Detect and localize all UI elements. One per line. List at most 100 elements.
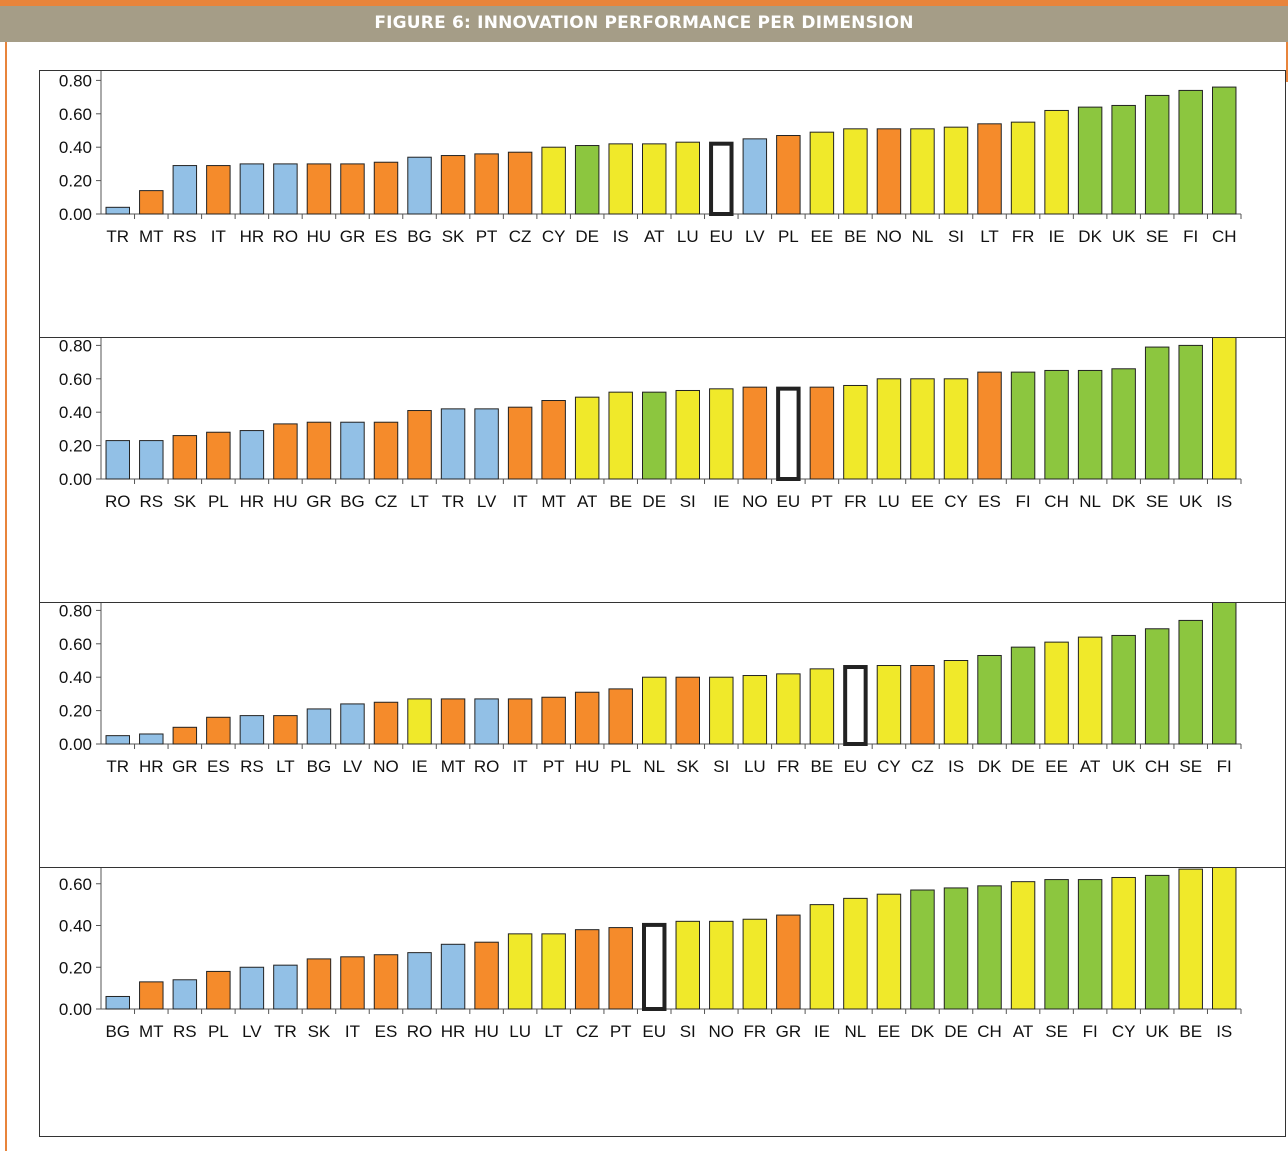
bar-fr	[1010, 121, 1036, 215]
bar-it	[507, 406, 533, 480]
bar-ch	[1144, 628, 1170, 745]
x-tick-label: SI	[680, 492, 696, 511]
chart-firm-investments: Firm investments0.000.200.400.600.801.00…	[39, 602, 1286, 868]
x-tick-label: IT	[345, 1022, 360, 1041]
bar-si	[675, 920, 701, 1010]
x-tick-label: GR	[340, 227, 366, 246]
x-tick-label: NL	[912, 227, 934, 246]
x-tick-label: LT	[980, 227, 999, 246]
y-tick-label: 0.00	[59, 205, 92, 224]
bar-pt	[541, 696, 566, 745]
bar-ie	[407, 698, 432, 745]
bar-be	[809, 668, 835, 745]
bar-ro	[105, 440, 130, 480]
bar-lt	[273, 715, 298, 745]
x-tick-label: BE	[844, 227, 867, 246]
bar-lv	[239, 966, 265, 1010]
bar-es	[206, 716, 231, 745]
x-tick-label: HR	[240, 492, 265, 511]
x-tick-label: CY	[542, 227, 566, 246]
bar-fr	[843, 384, 868, 480]
left-border-line	[5, 42, 7, 1151]
x-tick-label: SI	[713, 757, 729, 776]
y-tick-label: 0.80	[59, 71, 92, 90]
figure-title: FIGURE 6: INNOVATION PERFORMANCE PER DIM…	[0, 0, 1288, 42]
x-tick-label: SK	[173, 492, 196, 511]
x-tick-label: DK	[978, 757, 1002, 776]
x-tick-label: GR	[172, 757, 198, 776]
x-tick-label: HR	[240, 227, 265, 246]
x-tick-label: SE	[1146, 492, 1169, 511]
bar-es	[373, 954, 399, 1010]
bar-se	[1178, 619, 1203, 745]
bar-it	[507, 698, 533, 745]
y-tick-label: 0.60	[59, 635, 92, 654]
bar-ee	[1044, 641, 1069, 745]
bar-rs	[172, 979, 198, 1010]
bar-gr	[306, 421, 332, 480]
bar-cz	[574, 929, 600, 1010]
y-tick-label: 0.00	[59, 735, 92, 754]
bar-fi	[1212, 603, 1237, 745]
x-tick-label: IE	[814, 1022, 830, 1041]
x-tick-label: TR	[274, 1022, 297, 1041]
bar-rs	[239, 715, 265, 745]
x-tick-label: FI	[1083, 1022, 1098, 1041]
bar-hu	[474, 941, 499, 1010]
x-tick-label: ES	[207, 757, 230, 776]
bar-nl	[843, 897, 868, 1010]
bar-hr	[239, 430, 265, 480]
bar-dk	[1111, 368, 1136, 480]
x-tick-label: BE	[609, 492, 632, 511]
bar-gr	[340, 163, 365, 215]
bar-dk	[977, 654, 1002, 745]
y-tick-label: 0.40	[59, 668, 92, 687]
x-tick-label: RO	[407, 1022, 433, 1041]
x-tick-label: RO	[474, 757, 500, 776]
bar-eu	[709, 141, 734, 216]
x-tick-label: CY	[944, 492, 968, 511]
bar-ee	[910, 378, 935, 480]
bar-se	[1144, 94, 1170, 215]
x-tick-label: RO	[105, 492, 131, 511]
x-tick-label: IE	[411, 757, 427, 776]
bar-hr	[139, 733, 164, 745]
bar-cz	[910, 665, 935, 745]
bar-nl	[910, 128, 935, 215]
x-tick-label: PL	[610, 757, 631, 776]
x-tick-label: BG	[105, 1022, 130, 1041]
bar-bg	[105, 995, 130, 1010]
x-tick-label: FR	[844, 492, 867, 511]
x-tick-label: BG	[307, 757, 332, 776]
bar-ee	[809, 131, 835, 215]
bar-hu	[574, 691, 600, 745]
x-tick-label: CZ	[509, 227, 532, 246]
x-tick-label: EU	[844, 757, 868, 776]
bar-sk	[675, 676, 701, 745]
bar-bg	[407, 156, 432, 215]
bar-no	[709, 920, 734, 1010]
bar-si	[943, 126, 969, 215]
y-tick-label: 0.60	[59, 875, 92, 894]
bar-pt	[608, 927, 633, 1010]
bar-lu	[507, 933, 533, 1010]
bar-ee	[876, 893, 902, 1010]
x-tick-label: FI	[1183, 227, 1198, 246]
x-tick-label: LV	[477, 492, 497, 511]
chart-svg-firm-investments: Firm investments0.000.200.400.600.801.00…	[59, 603, 1242, 776]
y-tick-label: 0.40	[59, 138, 92, 157]
x-tick-label: HU	[273, 492, 298, 511]
chart-finance-and-support: Finance and support0.000.200.400.600.801…	[39, 337, 1286, 603]
bar-at	[1077, 636, 1103, 745]
bar-hu	[273, 423, 298, 480]
bar-sk	[440, 155, 466, 215]
x-tick-label: IE	[1049, 227, 1065, 246]
x-tick-label: UK	[1179, 492, 1203, 511]
bar-lt	[541, 933, 566, 1010]
x-tick-label: PL	[208, 1022, 229, 1041]
x-tick-label: RS	[240, 757, 264, 776]
x-tick-label: UK	[1112, 757, 1136, 776]
bar-ch	[977, 885, 1002, 1010]
x-tick-label: EE	[878, 1022, 901, 1041]
